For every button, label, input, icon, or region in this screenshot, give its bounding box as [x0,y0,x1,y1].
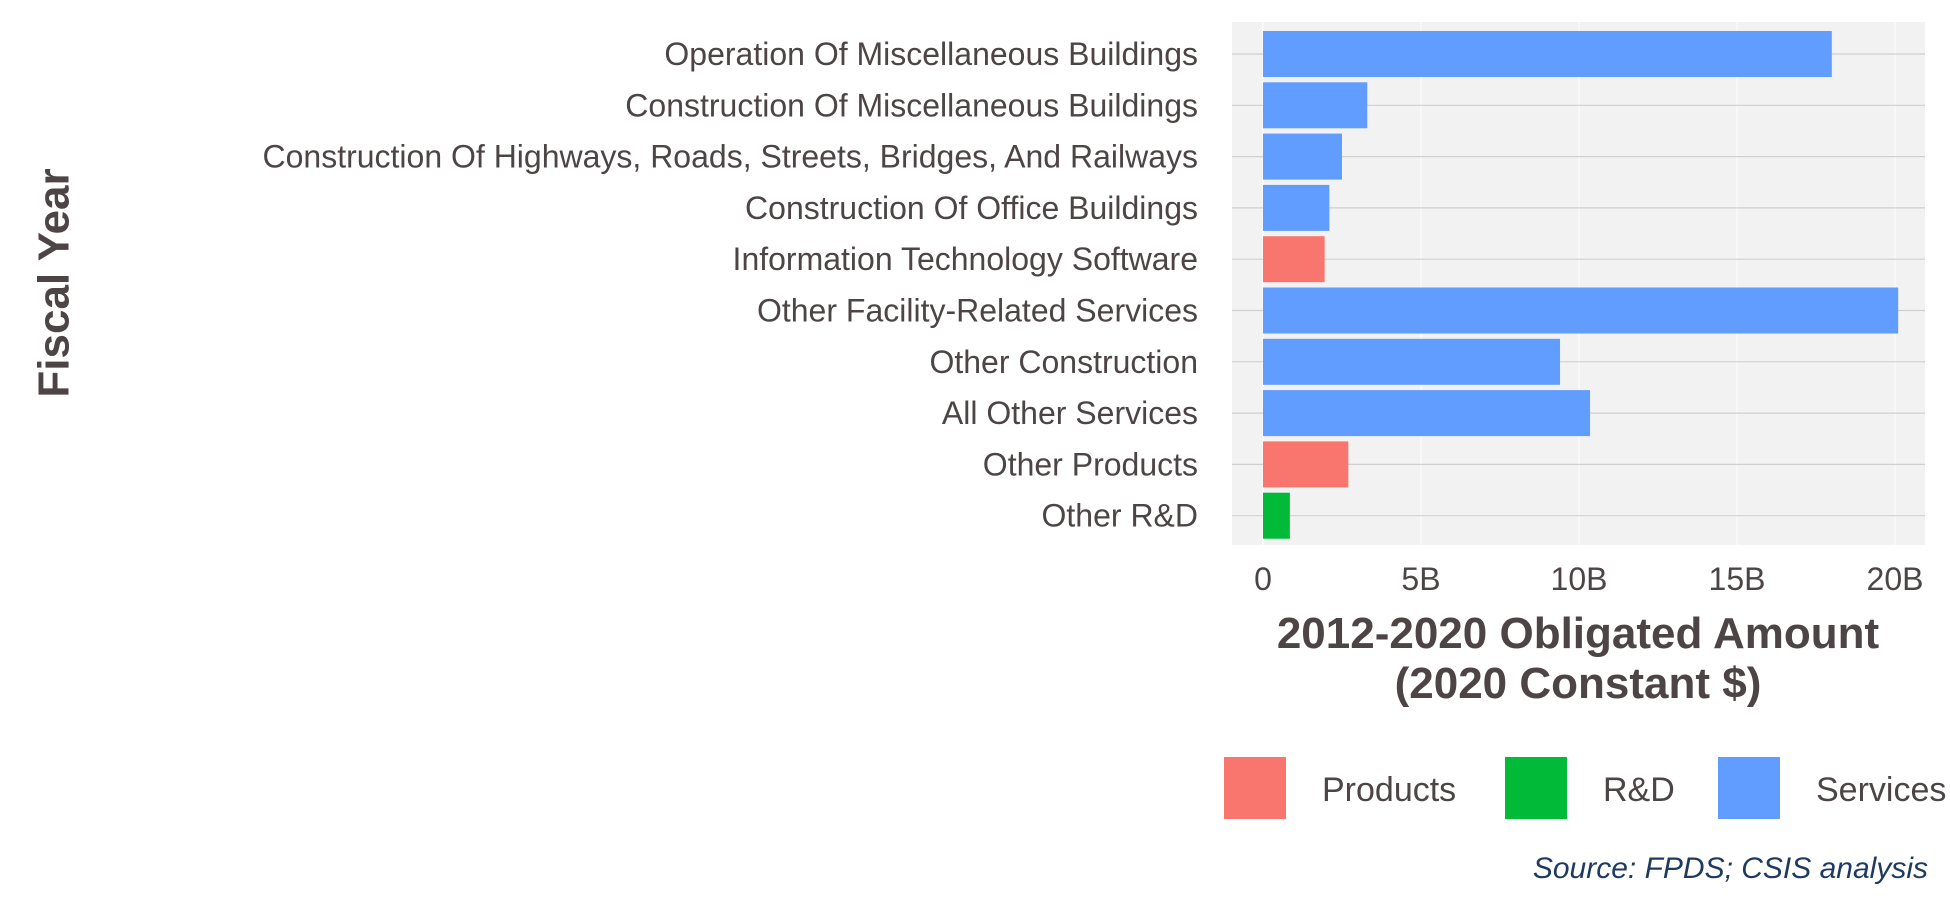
bar [1263,441,1349,488]
y-axis-title: Fiscal Year [30,168,79,397]
legend-swatch [1505,757,1567,819]
category-label: Other Products [983,446,1198,482]
category-label: Other R&D [1042,498,1198,534]
legend: Products R&D Services [1222,755,1946,821]
bar [1263,390,1591,437]
x-tick-label: 0 [1254,561,1272,597]
category-label: Construction Of Highways, Roads, Streets… [262,139,1198,175]
legend-label: Services [1816,771,1946,809]
category-label: All Other Services [942,395,1198,431]
x-tick-label: 15B [1709,561,1766,597]
legend-label: Products [1322,771,1456,809]
bar [1263,133,1342,180]
x-tick-label: 20B [1867,561,1924,597]
category-label: Other Construction [929,344,1198,380]
bar [1263,236,1325,283]
bar [1263,184,1330,231]
bar [1263,492,1290,539]
category-labels: Operation Of Miscellaneous Buildings Cons… [262,36,1198,534]
category-label: Construction Of Office Buildings [745,190,1198,226]
bar [1263,82,1368,129]
bar [1263,338,1561,385]
category-label: Construction Of Miscellaneous Buildings [625,87,1198,123]
bars [1263,31,1899,539]
legend-label: R&D [1603,771,1675,809]
source-note: Source: FPDS; CSIS analysis [1533,852,1928,885]
legend-swatch [1718,757,1780,819]
legend-swatch [1224,757,1286,819]
x-axis-title-line-1: 2012-2020 Obligated Amount [1277,609,1880,658]
x-tick-label: 10B [1551,561,1608,597]
category-label: Information Technology Software [733,241,1198,277]
bar [1263,287,1899,334]
category-label: Operation Of Miscellaneous Buildings [664,36,1198,72]
x-axis-ticks: 0 5B 10B 15B 20B [1254,561,1923,597]
bar [1263,31,1832,77]
x-axis-title-line-2: (2020 Constant $) [1395,659,1762,708]
category-label: Other Facility-Related Services [757,293,1198,329]
x-tick-label: 5B [1401,561,1440,597]
